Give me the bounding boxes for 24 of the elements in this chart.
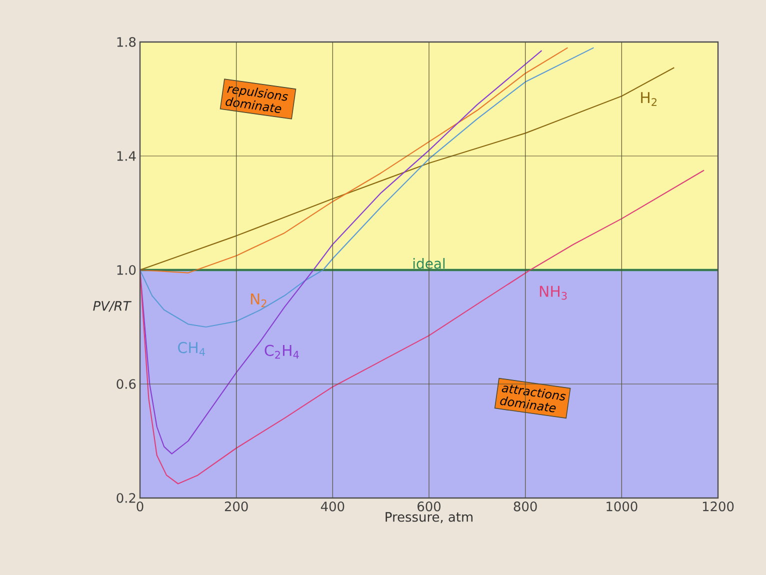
y-tick-label: 0.6 [116, 379, 136, 389]
y-tick-label: 1.4 [117, 151, 136, 161]
x-tick-label: 1000 [606, 502, 638, 512]
x-tick-label: 0 [136, 502, 144, 512]
x-tick-label: 600 [418, 502, 440, 512]
y-tick-label: 1.0 [117, 265, 136, 275]
y-tick-label: 1.8 [117, 37, 136, 47]
x-tick-label: 800 [514, 502, 537, 512]
x-tick-label: 400 [320, 502, 344, 512]
y-axis-title: PV/RT [93, 301, 132, 312]
line-series [140, 47, 594, 328]
x-tick-label: 1200 [702, 502, 734, 512]
y-tick-label: 0.2 [116, 493, 136, 503]
ref-line-label: ideal [413, 258, 445, 269]
annotation: repulsions dominate [226, 86, 288, 113]
x-axis-title: Pressure, atm [386, 512, 472, 524]
series-label: NH$_{3}$ [540, 286, 567, 300]
line-series [140, 170, 705, 484]
line-series [140, 67, 675, 271]
series-label: H$_{2}$ [641, 92, 656, 106]
x-tick-label: 200 [224, 502, 248, 512]
series-label: CH$_{4}$ [178, 342, 205, 356]
series-label: C$_{2}$H$_{4}$ [264, 344, 299, 359]
annotation: attractions dominate [500, 384, 566, 412]
